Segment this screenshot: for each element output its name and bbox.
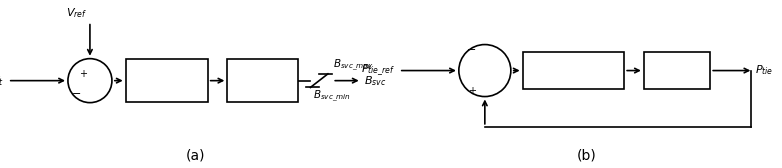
Text: $1+sT_r$: $1+sT_r$ [244, 83, 281, 97]
Text: $B_{svc}$: $B_{svc}$ [364, 74, 386, 88]
Text: $V_t$: $V_t$ [0, 74, 4, 88]
Text: $P_{tie\_ref}$: $P_{tie\_ref}$ [361, 63, 395, 78]
Text: +: + [468, 86, 475, 96]
Text: $P_{tie}$: $P_{tie}$ [755, 64, 773, 77]
Text: (b): (b) [576, 149, 597, 163]
Text: $B_{svc\_min}$: $B_{svc\_min}$ [313, 89, 350, 104]
Bar [228, 59, 298, 102]
Text: $\it{Controller}$: $\it{Controller}$ [541, 64, 605, 78]
Bar [644, 52, 710, 89]
Bar [522, 52, 624, 89]
Text: $B_{svc\_max}$: $B_{svc\_max}$ [333, 58, 374, 73]
Text: +: + [79, 69, 88, 79]
Text: $\it{Plant}$: $\it{Plant}$ [660, 64, 694, 78]
Text: $K_r$: $K_r$ [256, 65, 268, 78]
Bar [126, 59, 208, 102]
Text: $1+sT_c$: $1+sT_c$ [148, 65, 185, 78]
Text: (a): (a) [186, 149, 205, 163]
Text: $V_{ref}$: $V_{ref}$ [66, 6, 87, 20]
Text: −: − [467, 45, 476, 55]
Text: $1+sT_b$: $1+sT_b$ [148, 83, 185, 97]
Text: −: − [72, 89, 81, 99]
